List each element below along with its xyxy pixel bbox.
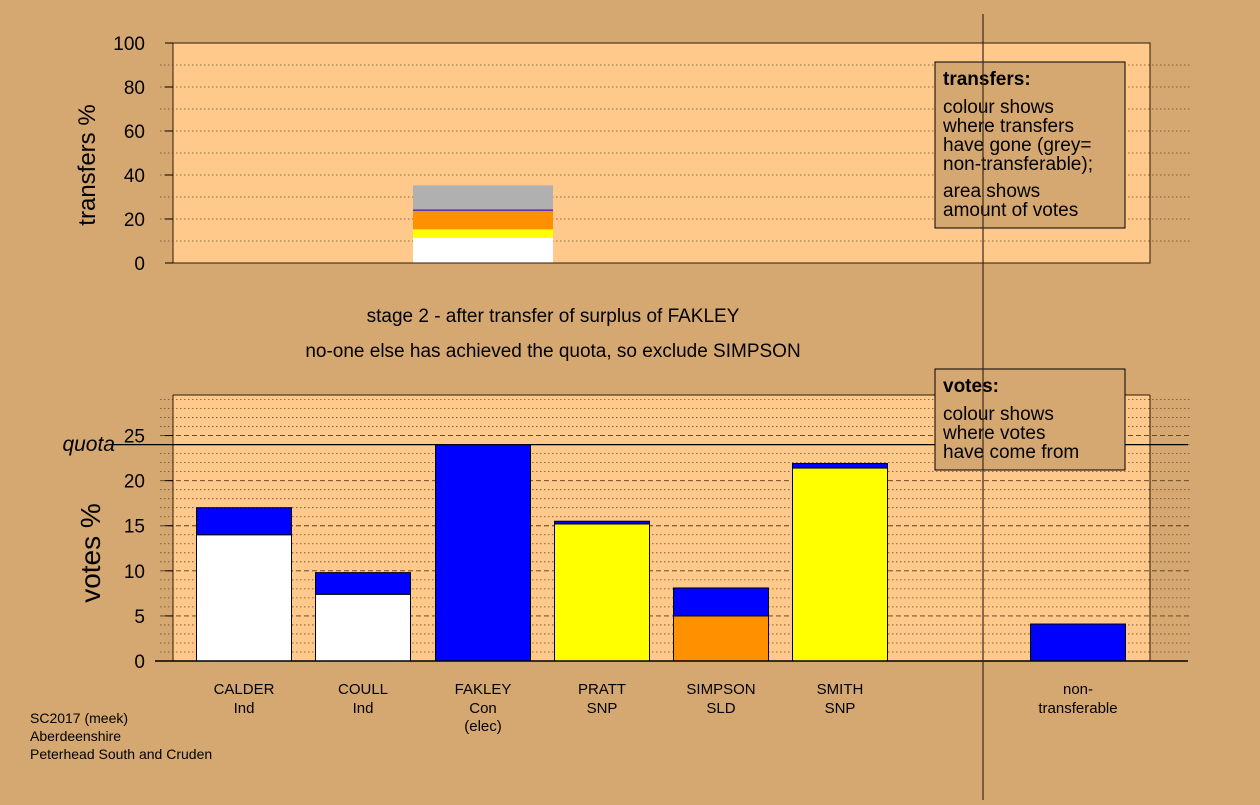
vote-segment-ind (315, 593, 411, 662)
vote-segment-con (792, 463, 888, 469)
vote-segment-con (554, 520, 650, 525)
bottom-y-tick-label: 20 (124, 472, 145, 493)
top-plot-frame (172, 42, 1151, 264)
top-y-tick-label: 100 (113, 34, 145, 55)
category-sublabel: SNP (587, 700, 618, 717)
vote-bar (554, 520, 650, 662)
stage-title: stage 2 - after transfer of surplus of F… (367, 306, 740, 327)
transfers-legend-title: transfers: (943, 69, 1031, 90)
bottom-y-tick-label: 5 (134, 607, 145, 628)
category-sublabel: Con (469, 700, 497, 717)
votes-legend-line: colour shows (943, 404, 1054, 425)
quota-label: quota (62, 433, 115, 456)
category-sublabel: transferable (1038, 700, 1117, 717)
category-label: non- (1063, 681, 1093, 698)
bottom-y-tick-label: 15 (124, 517, 145, 538)
vote-bar (435, 444, 531, 662)
category-label: COULL (338, 681, 388, 698)
category-sublabel: SLD (706, 700, 735, 717)
bottom-y-tick-label: 10 (124, 562, 145, 583)
transfers-legend-line: colour shows (943, 97, 1054, 118)
vote-bar (196, 507, 292, 662)
top-y-axis-label: transfers % (74, 104, 101, 225)
footer-line: Aberdeenshire (30, 728, 122, 744)
category-label: SMITH (817, 681, 864, 698)
bottom-y-tick-label: 25 (124, 427, 145, 448)
transfers-legend-line: have gone (grey= (943, 135, 1091, 156)
vote-segment-con (196, 507, 292, 536)
votes-legend-line: where votes (942, 423, 1045, 444)
top-y-tick-label: 40 (124, 166, 145, 187)
votes-legend-title: votes: (943, 376, 999, 397)
vote-segment-sld (673, 615, 769, 662)
vote-segment-con (1030, 623, 1126, 662)
vote-bar (1030, 623, 1126, 662)
vote-bar (315, 572, 411, 662)
category-label: SIMPSON (686, 681, 755, 698)
bottom-y-axis-label: votes % (75, 503, 106, 603)
transfers-legend-line: where transfers (942, 116, 1074, 137)
votes-legend-line: have come from (943, 442, 1079, 463)
transfer-segment-non-transferable (413, 185, 553, 210)
category-sublabel: (elec) (464, 718, 502, 735)
category-label: PRATT (578, 681, 626, 698)
category-sublabel: Ind (234, 700, 255, 717)
top-y-tick-label: 0 (134, 254, 145, 275)
top-y-tick-label: 80 (124, 78, 145, 99)
transfer-segment-Ind (413, 237, 553, 263)
transfer-segment-SNP (413, 229, 553, 238)
vote-segment-con (315, 572, 411, 595)
vote-segment-con (435, 444, 531, 662)
transfer-segment-Con (413, 209, 553, 211)
vote-segment-ind (196, 534, 292, 662)
vote-bar (792, 463, 888, 662)
vote-bar (673, 587, 769, 662)
transfers-legend-line: non-transferable); (943, 154, 1093, 175)
footer-line: Peterhead South and Cruden (30, 746, 213, 762)
bottom-y-tick-label: 0 (134, 652, 145, 673)
category-sublabel: Ind (353, 700, 374, 717)
top-y-tick-label: 20 (124, 210, 145, 231)
category-label: CALDER (214, 681, 275, 698)
transfers-legend-line: area shows (943, 181, 1040, 202)
category-sublabel: SNP (825, 700, 856, 717)
vote-segment-snp (792, 467, 888, 662)
category-label: FAKLEY (455, 681, 512, 698)
transfers-legend-line: amount of votes (943, 200, 1078, 221)
top-y-tick-label: 60 (124, 122, 145, 143)
footer-line: SC2017 (meek) (30, 710, 129, 726)
vote-segment-snp (554, 523, 650, 662)
stage-subtitle: no-one else has achieved the quota, so e… (305, 341, 800, 362)
votes-legend-box: votes: colour shows where votes have com… (934, 368, 1126, 471)
footer-info: SC2017 (meek) Aberdeenshire Peterhead So… (30, 709, 212, 763)
transfers-legend-box: transfers: colour shows where transfers … (934, 61, 1126, 229)
transfer-segment-SLD (413, 210, 553, 230)
vote-segment-con (673, 587, 769, 617)
